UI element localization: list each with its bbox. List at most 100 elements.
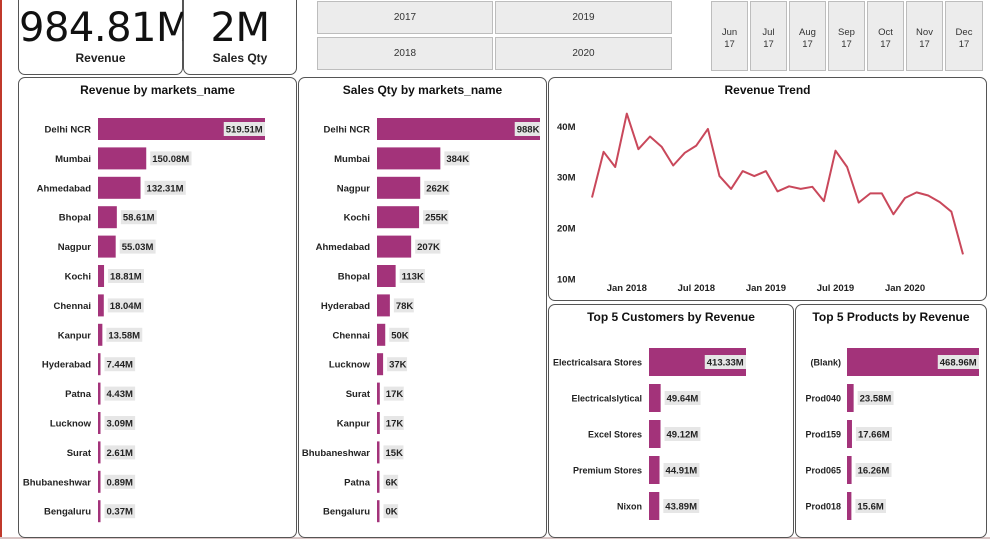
y-tick-label: 40M [557,122,576,133]
bar[interactable] [377,353,384,376]
bar[interactable] [649,456,660,484]
category-label: Surat [346,389,371,400]
bar[interactable] [98,441,101,464]
bar[interactable] [377,294,390,317]
category-label: Bhopal [59,213,91,224]
bar[interactable] [847,492,852,520]
month-label: Jul [762,27,775,38]
y-tick-label: 20M [557,224,576,235]
category-label: Hyderabad [321,301,370,312]
bar[interactable] [98,206,117,229]
data-label-background [857,391,894,405]
data-label-background [663,499,700,513]
data-label: 113K [402,272,424,283]
data-label: 15K [386,448,404,459]
category-label: Chennai [54,301,91,312]
bar[interactable] [98,118,265,140]
bar[interactable] [649,420,661,448]
bar[interactable] [649,492,660,520]
revenue-trend-line[interactable] [591,112,964,255]
x-tick-label: Jan 2018 [607,283,647,294]
month-label: Jun [721,27,738,38]
month-label: Oct [878,27,893,38]
month-option-nov-17[interactable]: Nov 17 [906,1,943,71]
data-label: 0K [386,507,398,518]
bar[interactable] [98,382,101,405]
category-label: Kanpur [337,419,371,430]
data-label: 468.96M [940,358,977,369]
data-label-background [387,357,408,372]
bar[interactable] [98,412,101,434]
revenue-trend-card: Revenue Trend 10M 20M 30M 40M Jan 2018 Jul 20… [548,77,987,301]
bar[interactable] [98,147,147,170]
bar[interactable] [649,384,661,412]
kpi-card-sales-qty: 2M Sales Qty [183,0,297,75]
category-label: Nixon [617,502,642,512]
bar[interactable] [377,206,420,229]
month-option-sep-17[interactable]: Sep 17 [828,1,865,71]
year-option-2019[interactable]: 2019 [495,1,672,34]
month-year-label: 17 [880,39,891,50]
top-products-card: Top 5 Products by Revenue (Blank) 468.96M… [795,304,987,538]
year-option-2018[interactable]: 2018 [317,37,493,70]
year-option-2017[interactable]: 2017 [317,1,493,34]
year-option-2020[interactable]: 2020 [495,37,672,70]
bar[interactable] [98,294,104,317]
bar[interactable] [377,470,380,493]
bar[interactable] [377,118,540,140]
revenue-trend-chart: 10M 20M 30M 40M Jan 2018 Jul 2018 Jan 2019 Jul … [557,112,964,294]
category-label: Hyderabad [42,360,91,371]
data-label-background [399,269,425,283]
month-label: Sep [838,27,855,38]
sales-qty-by-market-chart: Delhi NCR 988K Mumbai 384K Nagpur 262K Kochi 25… [302,118,540,523]
bar[interactable] [377,147,441,170]
bar[interactable] [847,384,854,412]
bar[interactable] [377,412,380,434]
data-label: 15.6M [857,502,883,513]
bar[interactable] [98,500,101,523]
category-label: Electricalslytical [571,394,642,404]
data-label: 55.03M [122,242,154,253]
bar[interactable] [377,176,421,199]
bar[interactable] [98,323,103,346]
data-label: 2.61M [107,448,133,459]
revenue-by-market-chart: Delhi NCR 519.51M Mumbai 150.08M Ahmedabad 13… [23,118,265,523]
bar[interactable] [847,456,852,484]
bar[interactable] [98,235,116,258]
bar[interactable] [98,265,105,287]
category-label: Chennai [333,330,370,341]
bar[interactable] [98,470,101,493]
x-tick-label: Jan 2019 [746,283,786,294]
bar[interactable] [377,441,380,464]
revenue-by-market-title: Revenue by markets_name [80,83,235,97]
category-label: Bengaluru [323,507,370,518]
data-label-background [383,416,404,430]
bar[interactable] [377,382,380,405]
kpi-card-revenue: 984.81M Revenue [18,0,190,75]
bar[interactable] [377,323,386,346]
y-tick-label: 10M [557,274,576,285]
category-label: Bhopal [338,272,370,283]
month-option-jul-17[interactable]: Jul 17 [750,1,787,71]
bar[interactable] [98,176,141,199]
month-option-dec-17[interactable]: Dec 17 [945,1,983,71]
data-label: 132.31M [147,183,184,194]
data-label: 50K [391,330,409,341]
data-label: 37K [389,360,407,371]
month-option-jun-17[interactable]: Jun 17 [711,1,748,71]
data-label-background [120,210,157,225]
category-label: Bengaluru [44,507,91,518]
bar[interactable] [377,235,412,258]
month-option-oct-17[interactable]: Oct 17 [867,1,904,71]
data-label-background [104,416,136,430]
data-label: 384K [446,154,469,165]
bar[interactable] [98,353,101,376]
month-year-label: 17 [841,39,852,50]
kpi-sales-qty-label: Sales Qty [212,51,268,65]
bar[interactable] [847,420,852,448]
category-label: Excel Stores [588,430,642,440]
bar[interactable] [377,265,396,287]
bar[interactable] [377,500,380,523]
month-option-aug-17[interactable]: Aug 17 [789,1,826,71]
data-label-background [104,357,136,372]
